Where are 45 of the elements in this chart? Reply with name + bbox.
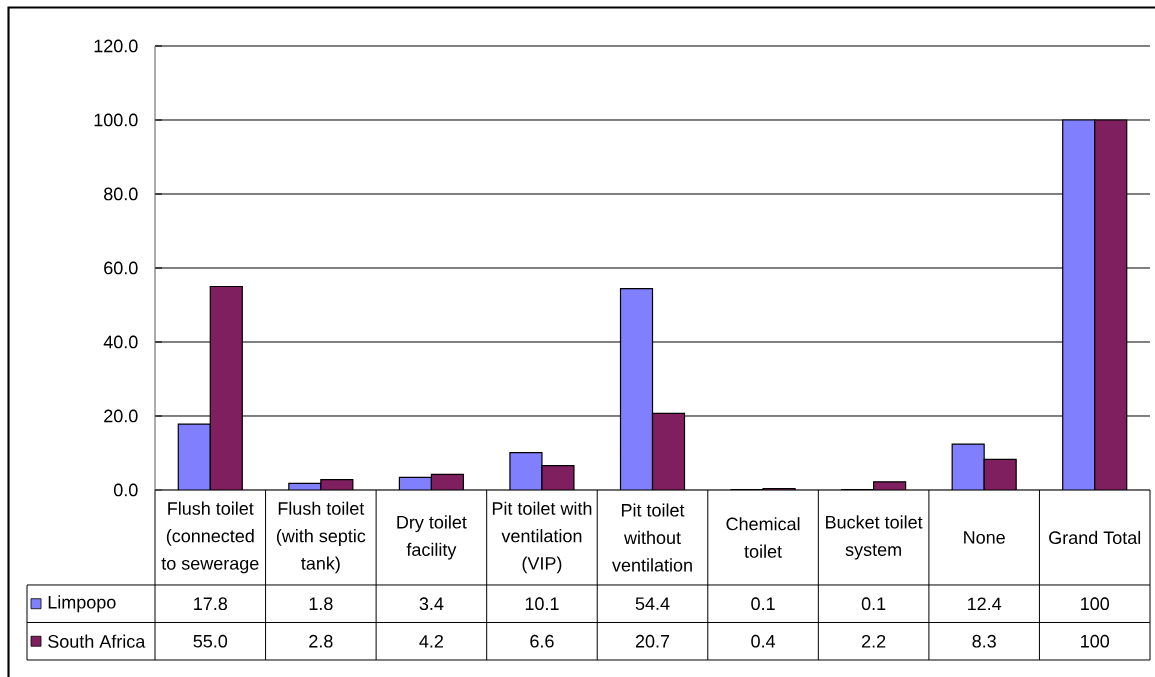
bar	[177, 423, 211, 490]
bar	[209, 285, 243, 490]
x-tick-label: Dry toilet facility	[397, 515, 467, 560]
legend-label: South Africa	[48, 634, 146, 648]
data-label: 2.8	[309, 634, 333, 648]
y-tick-label: 100.0	[94, 113, 138, 127]
y-tick-label: 0.0	[113, 483, 138, 497]
x-tick-label: Pit toilet without ventilation	[612, 503, 692, 572]
data-label: 0.4	[751, 634, 776, 648]
data-label: 2.2	[862, 634, 886, 648]
bar	[1062, 119, 1096, 490]
data-label: 1.8	[309, 597, 333, 611]
data-label: 55.0	[193, 634, 228, 648]
bar	[983, 458, 1017, 490]
data-label: 17.8	[194, 597, 228, 611]
y-tick-label: 80.0	[104, 187, 138, 201]
x-tick-label: None	[964, 531, 1005, 544]
data-label: 100	[1081, 634, 1110, 648]
x-tick-label: Chemical toilet	[726, 517, 800, 558]
x-tick-label: Flush toilet (connected to sewerage	[161, 501, 259, 574]
data-label: 3.4	[419, 597, 444, 611]
data-label: 6.6	[530, 634, 554, 648]
y-tick-label: 20.0	[104, 409, 138, 423]
data-label: 0.1	[861, 597, 886, 611]
data-label: 20.7	[635, 634, 670, 648]
y-tick-label: 120.0	[94, 39, 138, 53]
data-label: 54.4	[635, 597, 670, 611]
bar	[1094, 119, 1128, 490]
y-tick-label: 40.0	[103, 335, 138, 349]
data-label: 10.1	[525, 597, 559, 611]
y-tick-label: 60.0	[104, 261, 138, 275]
data-label: 100	[1081, 597, 1110, 611]
data-label: 8.3	[972, 634, 996, 648]
x-tick-label: Bucket toilet system	[826, 515, 923, 560]
bar	[951, 443, 985, 490]
bar	[651, 412, 686, 490]
data-label: 4.2	[419, 634, 444, 648]
x-tick-label: Pit toilet with ventilation (VIP)	[492, 501, 592, 574]
data-label: 12.4	[968, 597, 1002, 611]
x-tick-label: Grand Total	[1049, 530, 1141, 545]
x-tick-label: Flush toilet (with septic tank)	[276, 501, 366, 574]
data-label: 0.1	[751, 597, 775, 611]
bar	[509, 452, 543, 490]
legend-label: Limpopo	[48, 595, 116, 613]
bar	[619, 288, 654, 490]
